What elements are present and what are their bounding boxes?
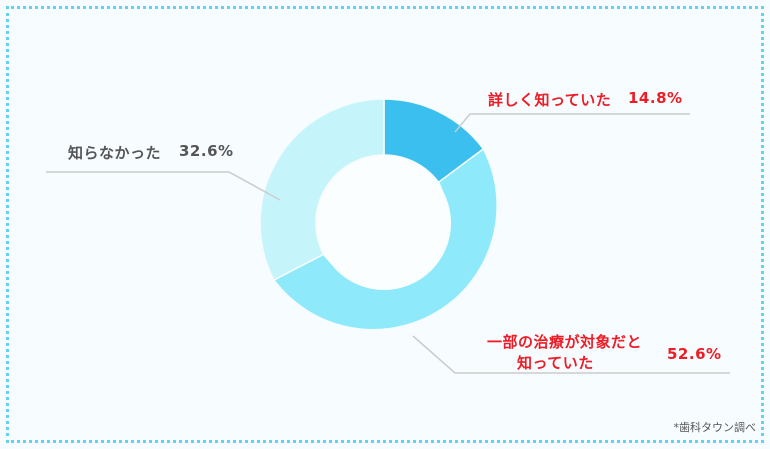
source-note: *歯科タウン調べ	[673, 421, 757, 434]
donut-hole	[317, 156, 451, 290]
label-unknown-text: 知らなかった	[68, 144, 162, 162]
leader-line-partial	[412, 335, 730, 374]
label-known-well-pct: 14.8%	[628, 89, 683, 107]
leader-line-known-well	[454, 113, 690, 133]
leader-line-unknown	[46, 171, 281, 201]
label-unknown: 知らなかった 32.6%	[68, 142, 233, 163]
label-partial-pct: 52.6%	[667, 345, 722, 363]
label-unknown-pct: 32.6%	[179, 142, 234, 160]
dotted-frame	[6, 6, 764, 443]
slice-unknown	[259, 98, 385, 282]
label-partial: 一部の治療が対象だと 知っていた 52.6%	[487, 332, 721, 374]
label-partial-line1: 一部の治療が対象だと	[487, 333, 643, 351]
label-known-well-text: 詳しく知っていた	[488, 91, 612, 109]
label-partial-line2: 知っていた	[517, 354, 594, 372]
label-known-well: 詳しく知っていた 14.8%	[488, 89, 682, 110]
